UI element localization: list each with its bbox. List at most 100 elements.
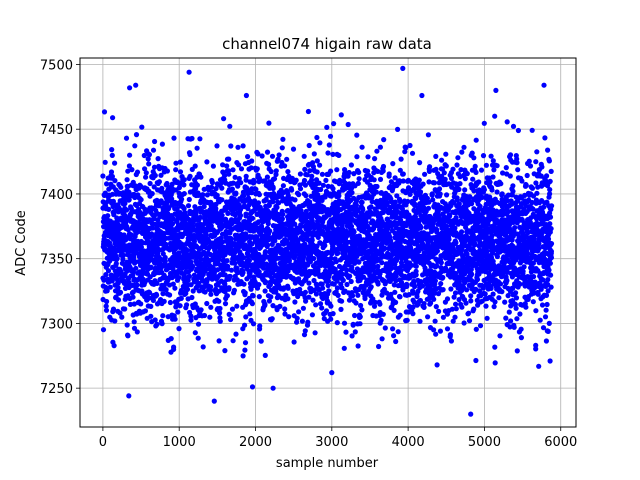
data-point [350, 293, 356, 299]
data-point [306, 142, 312, 149]
data-point [119, 314, 125, 320]
data-point [395, 126, 401, 132]
data-point [163, 287, 169, 293]
data-point [404, 283, 410, 289]
data-point [354, 154, 360, 160]
data-point [219, 212, 225, 218]
data-point [340, 277, 346, 283]
data-point [375, 281, 381, 287]
data-point [381, 137, 387, 143]
data-point [197, 136, 203, 142]
data-point [181, 191, 187, 197]
data-point [264, 174, 270, 180]
data-point [305, 108, 311, 115]
data-point [159, 141, 165, 147]
data-point [250, 293, 256, 299]
data-point [105, 213, 111, 219]
data-point [242, 290, 248, 296]
data-point [345, 121, 351, 128]
data-point [297, 171, 303, 177]
data-point [195, 335, 201, 341]
data-point [358, 302, 364, 309]
data-point [234, 303, 240, 309]
data-point [124, 322, 130, 328]
data-point [120, 252, 127, 258]
data-point [357, 321, 363, 327]
data-point [407, 142, 413, 149]
data-point [434, 248, 440, 254]
data-point [172, 285, 178, 291]
data-point [131, 319, 137, 325]
data-point [274, 204, 280, 210]
data-point [282, 306, 288, 312]
data-point [328, 303, 334, 309]
data-point [264, 149, 271, 155]
data-point [448, 286, 454, 292]
data-point [463, 300, 469, 306]
data-point [214, 143, 220, 149]
data-point [181, 177, 187, 183]
data-point [380, 209, 386, 215]
data-point [245, 154, 251, 160]
data-point [447, 332, 453, 338]
data-point [296, 309, 302, 315]
data-point [255, 200, 262, 206]
data-point [354, 132, 360, 138]
data-point [420, 181, 426, 187]
data-point [108, 169, 115, 175]
data-point [103, 303, 109, 309]
data-point [118, 184, 124, 190]
data-point [235, 144, 241, 150]
data-point [425, 205, 432, 211]
data-point [441, 170, 447, 176]
data-point [393, 299, 399, 305]
data-point [195, 321, 202, 327]
data-point [377, 144, 383, 150]
data-point [103, 272, 109, 278]
data-point [152, 317, 158, 323]
data-point [368, 284, 374, 290]
data-point [291, 339, 297, 345]
data-point [249, 158, 255, 164]
data-point [374, 183, 380, 190]
data-point [330, 186, 336, 192]
data-point [219, 197, 225, 203]
data-point [326, 288, 332, 294]
data-point [134, 169, 141, 175]
data-point [443, 163, 449, 169]
data-point [448, 175, 455, 181]
data-point [109, 147, 115, 153]
data-point [355, 180, 361, 186]
data-point [432, 318, 438, 324]
data-point [155, 156, 161, 162]
data-point [331, 121, 337, 127]
data-point [188, 317, 194, 323]
data-point [413, 263, 419, 269]
data-point [189, 135, 195, 142]
data-point [444, 192, 450, 198]
data-point [231, 287, 237, 293]
data-point [228, 267, 235, 273]
data-point [317, 162, 323, 168]
data-point [254, 166, 260, 172]
data-point [312, 330, 318, 336]
data-point [319, 305, 325, 311]
data-point [247, 311, 253, 317]
data-point [167, 292, 173, 298]
data-point [266, 120, 272, 126]
data-point [230, 338, 236, 344]
data-point [130, 289, 136, 295]
data-point [109, 173, 115, 180]
data-point [462, 176, 468, 182]
data-point [263, 279, 269, 285]
data-point [468, 271, 475, 277]
data-point [125, 333, 131, 339]
data-point [464, 171, 470, 177]
data-point [444, 296, 451, 302]
data-point [327, 133, 334, 139]
data-point [417, 160, 423, 166]
data-point [296, 192, 302, 198]
data-point [438, 281, 444, 287]
data-point [456, 186, 462, 192]
data-point [360, 207, 366, 213]
